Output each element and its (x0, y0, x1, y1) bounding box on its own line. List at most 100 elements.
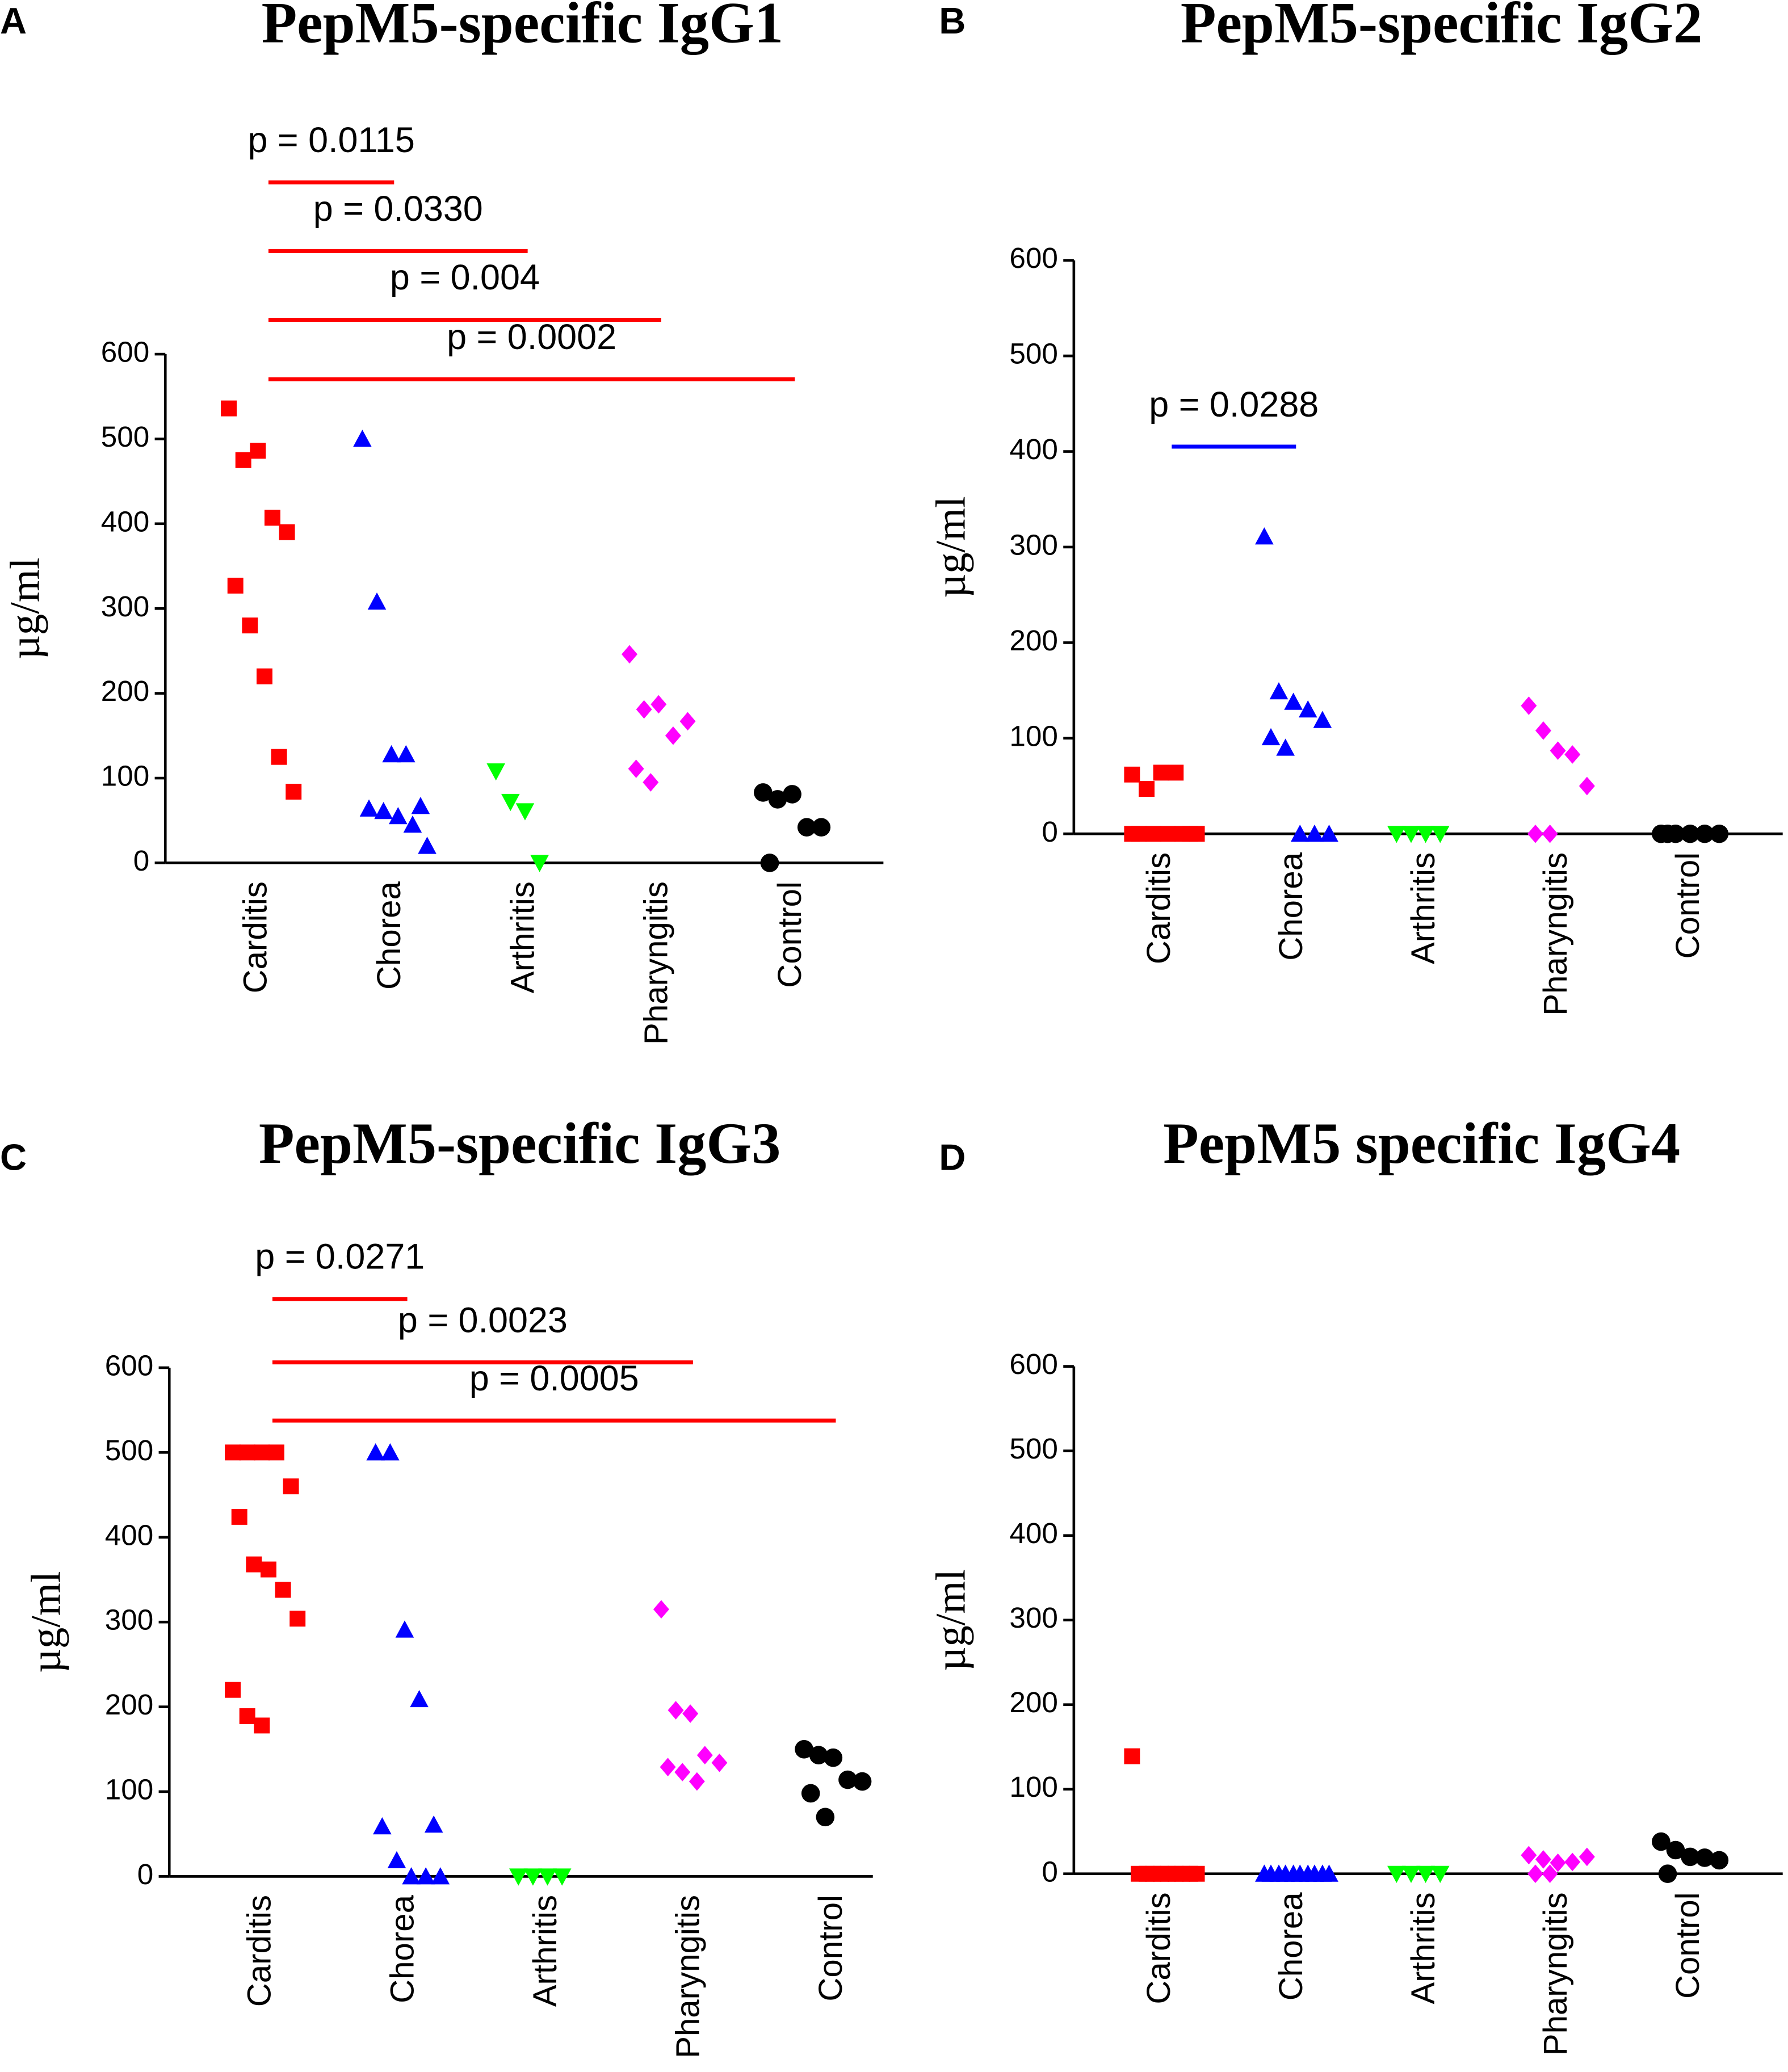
x-tick-label: Arthritis (504, 881, 541, 993)
marker (410, 1689, 429, 1708)
x-tick-label: Pharyngitis (1537, 1892, 1574, 2056)
marker (1174, 1865, 1190, 1882)
marker (530, 855, 549, 872)
marker (416, 1867, 435, 1885)
marker (1160, 826, 1176, 842)
marker (424, 1815, 443, 1833)
y-tick-label: 600 (1009, 1348, 1058, 1380)
marker (289, 1611, 306, 1627)
x-tick-label: Control (1669, 852, 1706, 959)
p-value: p = 0.0023 (398, 1300, 568, 1340)
marker (760, 854, 779, 872)
marker (373, 1817, 392, 1835)
marker (1320, 824, 1338, 842)
marker (256, 668, 272, 684)
x-tick-label: Arthritis (527, 1895, 564, 2007)
y-tick-label: 0 (1042, 1855, 1058, 1888)
y-tick-label: 400 (1009, 433, 1058, 465)
marker (1124, 766, 1140, 783)
marker (816, 1808, 835, 1827)
marker (225, 1682, 241, 1698)
y-tick-label: 0 (137, 1858, 154, 1890)
y-tick-label: 100 (1009, 1771, 1058, 1803)
marker (1564, 745, 1581, 764)
marker (239, 1444, 255, 1461)
p-value: p = 0.004 (390, 258, 540, 297)
y-tick-label: 0 (133, 844, 150, 877)
marker (1305, 824, 1324, 842)
marker (366, 1443, 385, 1461)
marker (636, 700, 652, 719)
panel-letter: C (0, 1137, 27, 1178)
x-tick-label: Carditis (237, 881, 274, 993)
marker (1695, 1848, 1714, 1867)
marker (387, 1851, 406, 1868)
marker (250, 443, 266, 459)
y-tick-label: 600 (101, 336, 150, 368)
marker (797, 818, 816, 837)
marker (1430, 826, 1450, 843)
marker (279, 524, 295, 540)
y-axis-label: µg/ml (927, 1569, 974, 1671)
y-tick-label: 500 (1009, 1432, 1058, 1465)
marker (1276, 738, 1295, 756)
marker (795, 1739, 813, 1759)
marker (1189, 1865, 1205, 1882)
y-tick-label: 200 (1009, 624, 1058, 657)
marker (388, 807, 408, 825)
marker (367, 592, 387, 610)
marker (1430, 1865, 1450, 1884)
x-tick-label: Pharyngitis (1537, 852, 1574, 1016)
marker (754, 783, 773, 802)
marker (509, 1868, 528, 1886)
marker (660, 1758, 676, 1776)
x-tick-label: Pharyngitis (670, 1895, 707, 2058)
marker (1542, 824, 1558, 843)
marker (679, 712, 696, 731)
marker (1535, 721, 1551, 740)
marker (628, 759, 644, 778)
marker (1542, 1864, 1558, 1884)
marker (381, 1443, 400, 1461)
marker (1305, 1864, 1324, 1882)
x-tick-label: Arthritis (1405, 1892, 1442, 2004)
y-tick-label: 100 (1009, 720, 1058, 752)
marker (1261, 728, 1281, 746)
x-tick-label: Chorea (384, 1894, 421, 2003)
marker (418, 837, 436, 854)
marker (824, 1748, 843, 1767)
marker (239, 1708, 255, 1724)
marker (1284, 692, 1303, 710)
marker (231, 1508, 247, 1525)
marker (374, 802, 393, 819)
p-value: p = 0.0115 (247, 120, 414, 160)
p-value: p = 0.0271 (255, 1237, 425, 1277)
chart-title: PepM5-specific IgG2 (1181, 0, 1702, 56)
marker (1710, 824, 1729, 843)
marker (1658, 824, 1677, 843)
marker (1255, 527, 1274, 545)
marker (552, 1868, 572, 1886)
marker (812, 818, 831, 837)
marker (809, 1746, 828, 1765)
marker (622, 645, 638, 664)
y-tick-label: 200 (105, 1688, 154, 1721)
marker (1681, 1847, 1699, 1867)
marker (246, 1556, 262, 1573)
marker (283, 1478, 299, 1495)
y-tick-label: 400 (101, 505, 150, 537)
marker (1527, 1864, 1543, 1884)
y-tick-label: 200 (1009, 1686, 1058, 1718)
y-tick-label: 0 (1042, 816, 1058, 848)
marker (1290, 1864, 1309, 1882)
x-tick-label: Pharyngitis (638, 881, 675, 1045)
marker (668, 1701, 684, 1720)
x-tick-label: Control (812, 1895, 849, 2002)
marker (1168, 764, 1184, 781)
marker (1387, 1865, 1406, 1884)
marker (1521, 1846, 1537, 1865)
marker (768, 790, 787, 809)
x-tick-label: Control (771, 881, 808, 988)
